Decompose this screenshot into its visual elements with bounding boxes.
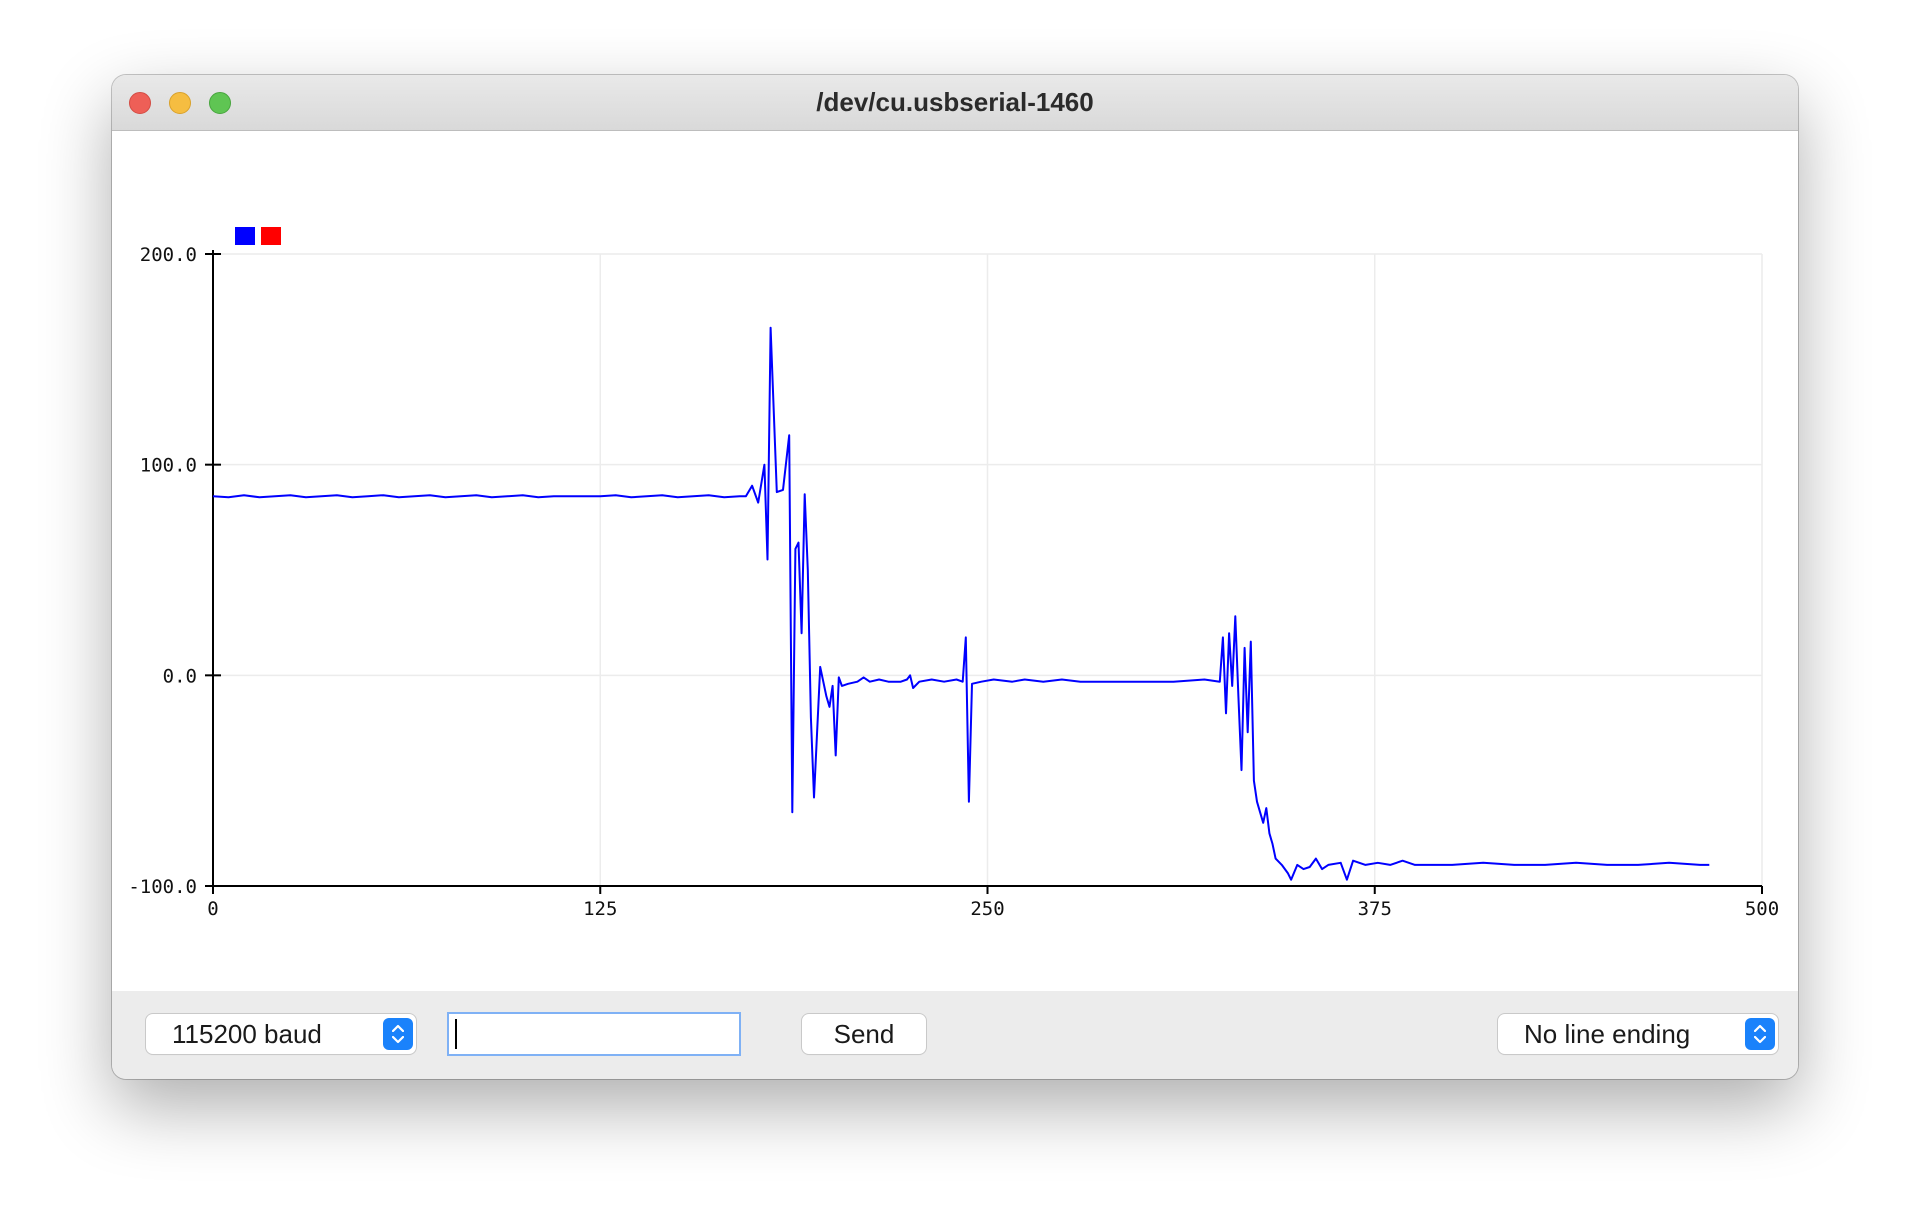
x-tick-label: 500 [1745, 898, 1779, 920]
minimize-icon[interactable] [169, 92, 191, 114]
y-tick-label: -100.0 [128, 876, 197, 898]
legend-swatch-series-2 [261, 227, 281, 245]
title-bar[interactable]: /dev/cu.usbserial-1460 [112, 75, 1798, 131]
up-down-chevron-icon [1745, 1018, 1775, 1050]
line-ending-select[interactable]: No line ending [1498, 1014, 1778, 1054]
window-title: /dev/cu.usbserial-1460 [816, 87, 1094, 117]
x-tick-label: 125 [583, 898, 617, 920]
bottom-toolbar: 115200 baud Send No line ending [112, 991, 1798, 1079]
x-tick-label: 375 [1358, 898, 1392, 920]
legend-swatch-series-1 [235, 227, 255, 245]
baud-rate-select[interactable]: 115200 baud [146, 1014, 416, 1054]
zoom-icon[interactable] [209, 92, 231, 114]
x-tick-label: 0 [207, 898, 218, 920]
baud-rate-value: 115200 baud [172, 1019, 322, 1049]
close-icon[interactable] [129, 92, 151, 114]
y-tick-label: 100.0 [140, 455, 197, 477]
series-line-1 [212, 326, 1710, 881]
y-tick-label: 200.0 [140, 244, 197, 266]
message-input[interactable] [447, 1012, 741, 1056]
line-ending-value: No line ending [1524, 1019, 1691, 1049]
plot-area: 200.0 100.0 0.0 -100.0 0 125 250 375 500 [112, 131, 1798, 991]
send-button[interactable]: Send [802, 1014, 926, 1054]
text-caret [455, 1019, 457, 1049]
x-tick-label: 250 [970, 898, 1004, 920]
up-down-chevron-icon [383, 1018, 413, 1050]
serial-plot-chart: 200.0 100.0 0.0 -100.0 0 125 250 375 500 [128, 227, 1779, 920]
y-tick-label: 0.0 [163, 665, 197, 687]
serial-plotter-window: /dev/cu.usbserial-1460 200.0 100.0 0.0 -100… [112, 75, 1798, 1079]
